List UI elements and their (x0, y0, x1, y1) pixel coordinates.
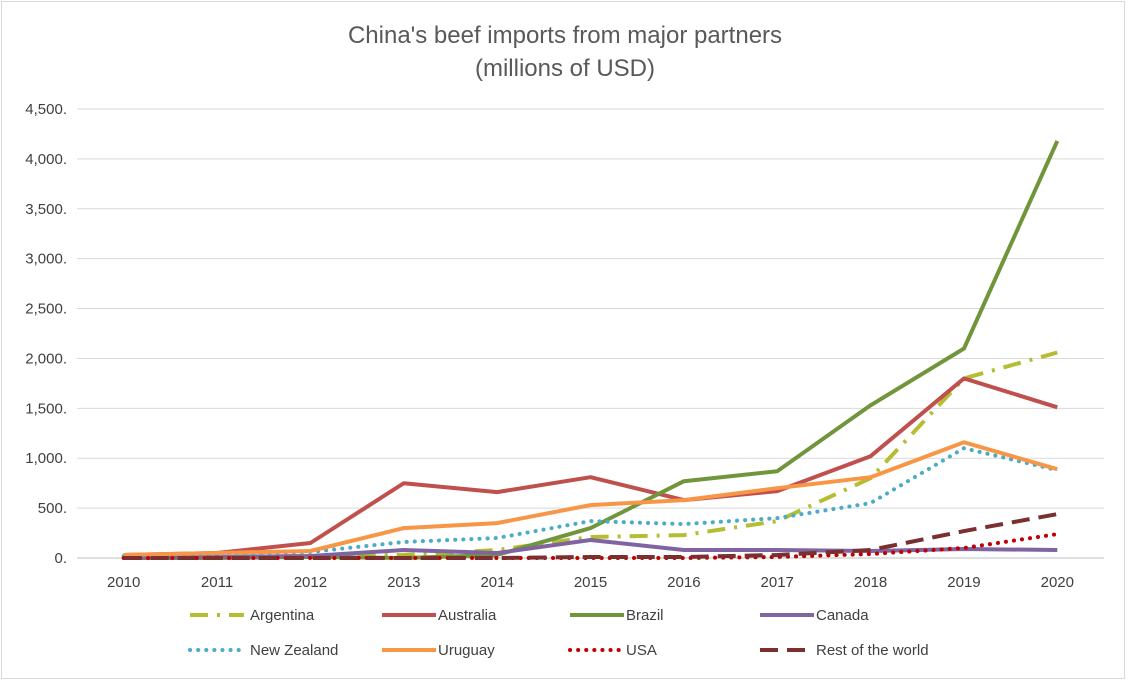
x-tick-label: 2013 (387, 574, 420, 591)
y-tick-label: 2,000. (25, 350, 67, 367)
y-tick-label: 4,000. (25, 151, 67, 168)
y-tick-label: 2,500. (25, 301, 67, 318)
y-tick-label: 3,000. (25, 251, 67, 268)
y-axis: 0. 500. 1,000. 1,500. 2,000. 2,500. 3,000. 3,50… (25, 101, 67, 567)
chart-subtitle: (millions of USD) (475, 55, 655, 82)
y-tick-label: 500. (38, 500, 67, 517)
legend-label-uruguay: Uruguay (438, 642, 495, 659)
legend-label-argentina: Argentina (250, 607, 315, 624)
x-tick-label: 2010 (107, 574, 140, 591)
x-tick-label: 2015 (574, 574, 607, 591)
legend-label-canada: Canada (816, 607, 869, 624)
legend-label-australia: Australia (438, 607, 497, 624)
series-line-brazil (123, 140, 1060, 560)
x-tick-label: 2019 (947, 574, 980, 591)
legend-label-new-zealand: New Zealand (250, 642, 338, 659)
x-tick-label: 2014 (480, 574, 513, 591)
y-tick-label: 1,500. (25, 400, 67, 417)
x-tick-label: 2020 (1041, 574, 1074, 591)
chart-title: China's beef imports from major partners (348, 22, 782, 49)
y-tick-label: 4,500. (25, 101, 67, 118)
legend-label-usa: USA (626, 642, 657, 659)
y-tick-label: 1,000. (25, 450, 67, 467)
series-line-australia (123, 376, 1058, 557)
legend: Argentina Australia Brazil Canada New Zealan… (188, 607, 929, 659)
y-tick-label: 0. (54, 550, 67, 567)
x-tick-label: 2012 (294, 574, 327, 591)
x-tick-label: 2017 (761, 574, 794, 591)
series-lines (121, 140, 1060, 560)
x-tick-label: 2016 (667, 574, 700, 591)
series-line-usa (121, 532, 1060, 560)
x-tick-label: 2018 (854, 574, 887, 591)
legend-label-rest-of-the-world: Rest of the world (816, 642, 929, 659)
x-tick-label: 2011 (201, 574, 233, 591)
legend-label-brazil: Brazil (626, 607, 664, 624)
series-line-rest-of-the-world (123, 512, 1058, 560)
x-axis: 2010 2011 2012 2013 2014 2015 2016 2017 2018 2019… (107, 574, 1074, 591)
gridlines (77, 108, 1104, 559)
y-tick-label: 3,500. (25, 201, 67, 218)
series-line-uruguay (123, 440, 1058, 557)
